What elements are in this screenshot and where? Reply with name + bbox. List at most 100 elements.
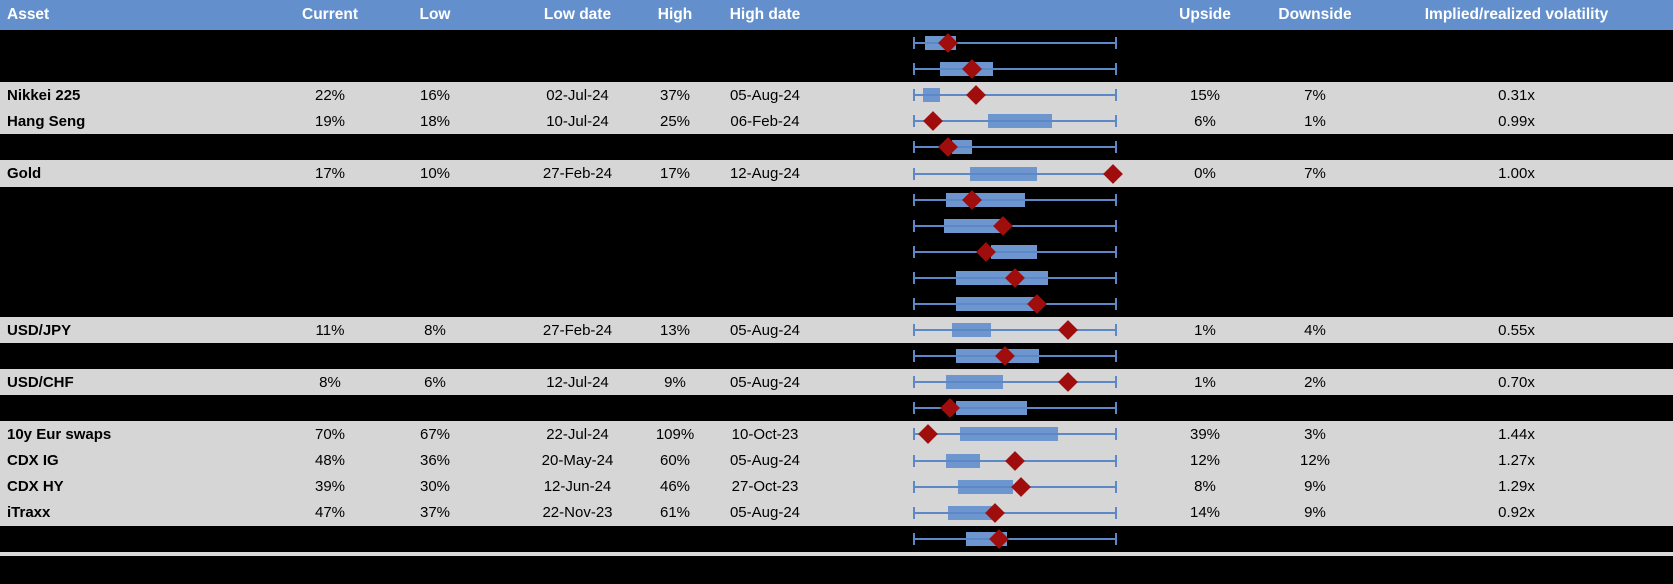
boxplot-cap-left [913,193,915,206]
chart-cell [830,108,1140,134]
implied-realized-cell: 1.27x [1498,452,1535,470]
boxplot-marker [923,111,944,132]
chart-cell [830,213,1140,239]
low-date-cell: 27-Feb-24 [542,165,613,183]
table-header-row: Asset Current Low Low date High High dat… [0,0,1673,30]
boxplot-cap-right [1115,402,1117,415]
table-row: CDX IG 48% 36% 20-May-24 60% 05-Aug-24 12% 12% 1… [0,447,1673,474]
downside-cell: 3% [1304,425,1326,443]
asset-cell: Hang Seng [7,112,86,130]
boxplot-marker [1011,476,1032,497]
downside-cell: 2% [1304,373,1326,391]
implied-realized-cell: 0.31x [1498,86,1535,104]
high-date-cell: 05-Aug-24 [729,452,801,470]
low-cell: 37% [419,504,451,522]
boxplot [913,474,1117,500]
boxplot-cap-right [1115,350,1117,363]
boxplot-marker [1058,320,1078,340]
downside-cell: 1% [1304,112,1326,130]
column-header-low-date: Low date [543,6,612,23]
low-date-cell: 20-May-24 [541,452,614,470]
implied-realized-cell: 0.92x [1498,504,1535,522]
boxplot-cap-left [913,89,915,102]
boxplot-cap-right [1115,428,1117,441]
current-cell: 70% [314,425,346,443]
boxplot [913,526,1117,552]
upside-cell: 6% [1194,112,1216,130]
column-header-upside: Upside [1179,6,1231,23]
boxplot-cap-right [1115,89,1117,102]
boxplot-cap-left [913,115,915,128]
upside-cell: 14% [1189,504,1221,522]
boxplot-cap-right [1115,376,1117,389]
high-date-cell: 05-Aug-24 [729,321,801,339]
boxplot-whisker [913,94,1117,97]
boxplot-cap-right [1115,297,1117,310]
high-date-cell: 12-Aug-24 [729,165,801,183]
boxplot-cap-left [913,402,915,415]
boxplot-whisker [913,433,1117,436]
asset-cell: Nikkei 225 [7,86,81,104]
boxplot [913,317,1117,343]
boxplot-cap-left [913,219,915,232]
chart-cell [830,56,1140,82]
chart-cell [830,265,1140,291]
boxplot-whisker [913,381,1117,384]
high-cell: 9% [664,373,686,391]
boxplot [913,134,1117,160]
high-cell: 17% [659,165,691,183]
high-date-cell: 27-Oct-23 [731,478,799,496]
table-row-redacted [0,264,1673,291]
current-cell: 19% [314,112,346,130]
chart-cell [830,395,1140,421]
high-cell: 25% [659,112,691,130]
asset-cell: USD/JPY [7,321,72,339]
downside-cell: 4% [1304,321,1326,339]
downside-cell: 7% [1304,165,1326,183]
table-row-redacted [0,134,1673,161]
boxplot [913,265,1117,291]
chart-cell [830,317,1140,343]
chart-cell [830,187,1140,213]
boxplot [913,239,1117,265]
table-body: Nikkei 225 22% 16% 02-Jul-24 37% 05-Aug-24 15%… [0,30,1673,552]
boxplot-cap-left [913,376,915,389]
upside-cell: 39% [1189,425,1221,443]
high-date-cell: 10-Oct-23 [731,425,799,443]
low-date-cell: 22-Nov-23 [542,504,613,522]
boxplot-whisker [913,42,1117,45]
table-row-redacted [0,395,1673,422]
chart-cell [830,474,1140,500]
boxplot-cap-left [913,324,915,337]
current-cell: 48% [314,452,346,470]
asset-cell: 10y Eur swaps [7,425,112,443]
boxplot-whisker [913,302,1117,305]
chart-cell [830,30,1140,56]
boxplot-cap-right [1115,506,1117,519]
boxplot-cap-left [913,480,915,493]
high-cell: 109% [655,425,695,443]
asset-cell: CDX IG [7,452,59,470]
implied-realized-cell: 1.44x [1498,425,1535,443]
low-date-cell: 10-Jul-24 [546,112,609,130]
boxplot-marker [1005,450,1025,471]
low-cell: 6% [424,373,446,391]
boxplot [913,30,1117,56]
chart-cell [830,369,1140,395]
table-row-redacted [0,30,1673,57]
implied-realized-cell: 1.00x [1498,165,1535,183]
low-cell: 36% [419,452,451,470]
boxplot-cap-right [1115,245,1117,258]
upside-cell: 1% [1194,321,1216,339]
boxplot-cap-right [1115,37,1117,50]
current-cell: 39% [314,478,346,496]
chart-cell [830,291,1140,317]
boxplot-whisker [913,120,1117,123]
boxplot [913,448,1117,474]
table-row: Hang Seng 19% 18% 10-Jul-24 25% 06-Feb-24 6% 1%… [0,108,1673,135]
low-date-cell: 22-Jul-24 [546,425,609,443]
high-cell: 60% [659,452,691,470]
boxplot-cap-left [913,167,915,180]
boxplot-marker [1103,163,1123,184]
